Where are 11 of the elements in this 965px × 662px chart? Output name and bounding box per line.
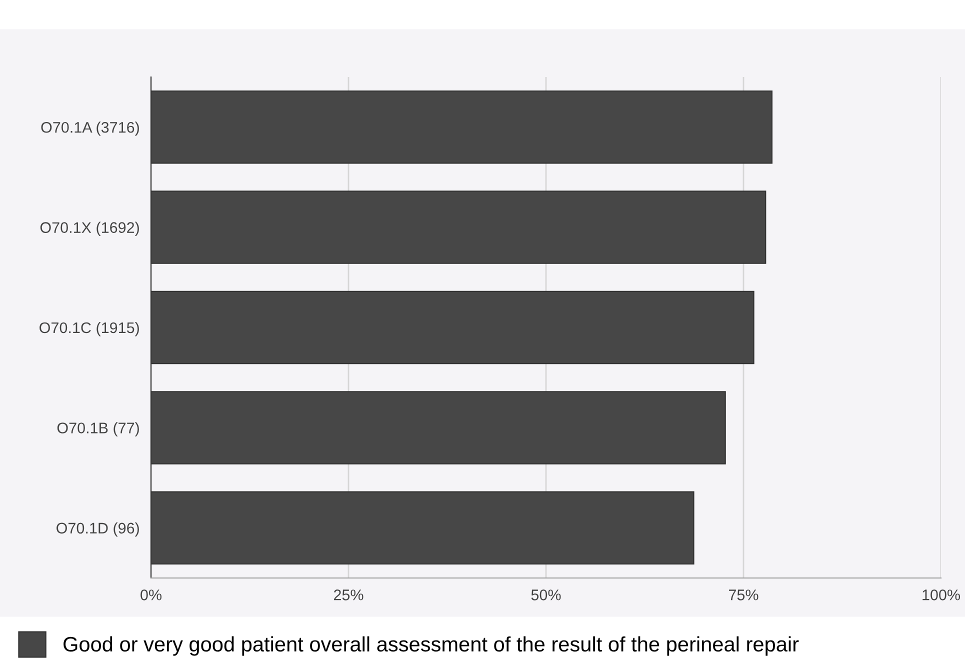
- y-tick-label: O70.1C (1915): [40, 322, 139, 336]
- x-tick-label: 100%: [922, 590, 960, 600]
- x-tick-label: 50%: [531, 590, 561, 600]
- y-tick-label: O70.1D (96): [56, 522, 139, 537]
- y-tick-label: O70.1X (1692): [40, 222, 139, 236]
- y-tick-label: O70.1B (77): [57, 422, 139, 436]
- x-tick-label: 75%: [728, 590, 758, 600]
- y-tick-label: O70.1A (3716): [41, 122, 139, 136]
- x-tick-label: 0%: [140, 590, 162, 600]
- legend-label: Good or very good patient overall assessment of the result of the perineal repair: [64, 636, 799, 656]
- x-tick-label: 25%: [334, 590, 364, 600]
